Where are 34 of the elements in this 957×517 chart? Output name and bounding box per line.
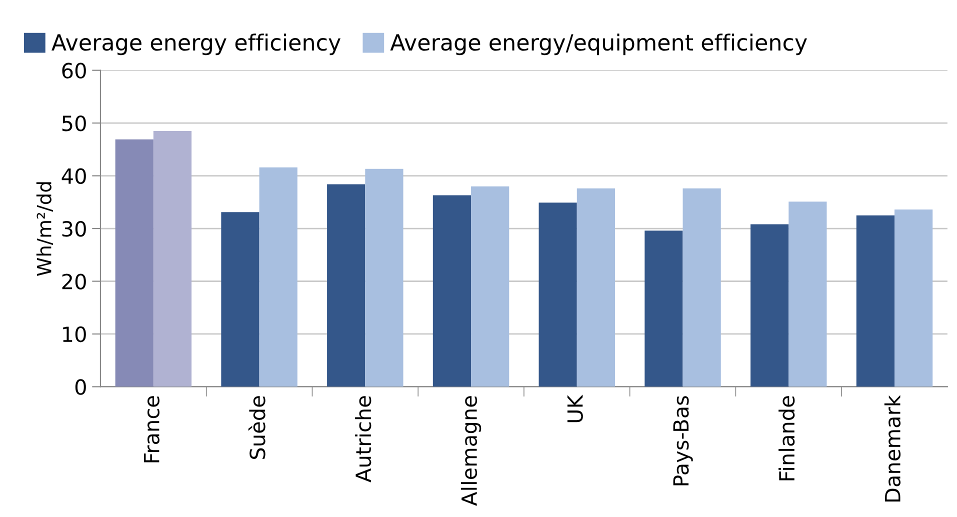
bar [221, 212, 260, 387]
x-tick-label: France [144, 396, 160, 462]
x-tick-label: Danemark [884, 395, 901, 502]
bar [432, 195, 472, 387]
y-tick-label: 60 [62, 62, 86, 79]
bar [750, 224, 789, 387]
bar [115, 139, 154, 387]
y-tick-label: 10 [63, 326, 86, 342]
bar [644, 230, 683, 387]
bar [682, 188, 721, 387]
x-tick-label: Allemagne [460, 396, 482, 506]
x-tick-label: Autriche [355, 396, 372, 482]
x-tick-label: Pays-Bas [673, 396, 693, 486]
bar [538, 202, 577, 387]
x-tick-label: Suède [248, 396, 266, 459]
x-tick-label: Finlande [778, 396, 795, 480]
y-tick-label: 0 [75, 379, 86, 395]
x-tick-label: UK [567, 394, 583, 422]
y-tick-label: 30 [62, 220, 86, 237]
bar [365, 168, 404, 387]
bar [894, 210, 933, 387]
legend-label: Average energy/equipment efficiency [390, 34, 807, 56]
bar [327, 184, 366, 387]
y-tick-label: 20 [62, 274, 86, 290]
bar [576, 188, 616, 387]
bar [788, 202, 827, 387]
bar [471, 186, 510, 387]
y-tick-label: 40 [62, 168, 86, 184]
y-axis-title: Wh/m²/dd [36, 182, 53, 276]
legend-label: Average energy efficiency [52, 34, 341, 56]
bar [153, 130, 192, 387]
y-tick-label: 50 [62, 116, 86, 132]
bar [259, 167, 298, 387]
bar [856, 215, 894, 387]
